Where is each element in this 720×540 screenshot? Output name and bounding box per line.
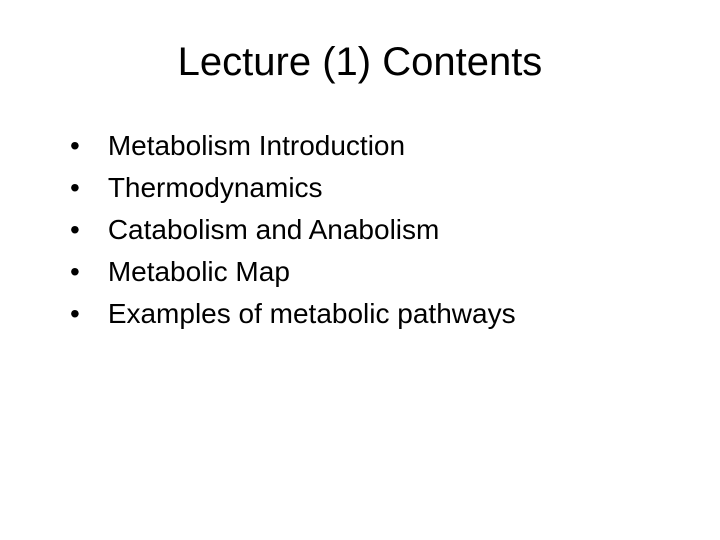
list-item-label: Metabolic Map (108, 251, 290, 293)
list-item-label: Metabolism Introduction (108, 125, 405, 167)
slide-title: Lecture (1) Contents (50, 40, 670, 85)
list-item: • Catabolism and Anabolism (70, 209, 670, 251)
list-item: • Metabolism Introduction (70, 125, 670, 167)
bullet-icon: • (70, 209, 80, 251)
list-item: • Thermodynamics (70, 167, 670, 209)
bullet-icon: • (70, 167, 80, 209)
bullet-icon: • (70, 251, 80, 293)
list-item: • Metabolic Map (70, 251, 670, 293)
list-item: • Examples of metabolic pathways (70, 293, 670, 335)
bullet-icon: • (70, 125, 80, 167)
list-item-label: Catabolism and Anabolism (108, 209, 440, 251)
list-item-label: Examples of metabolic pathways (108, 293, 516, 335)
contents-list: • Metabolism Introduction • Thermodynami… (50, 125, 670, 335)
bullet-icon: • (70, 293, 80, 335)
list-item-label: Thermodynamics (108, 167, 323, 209)
